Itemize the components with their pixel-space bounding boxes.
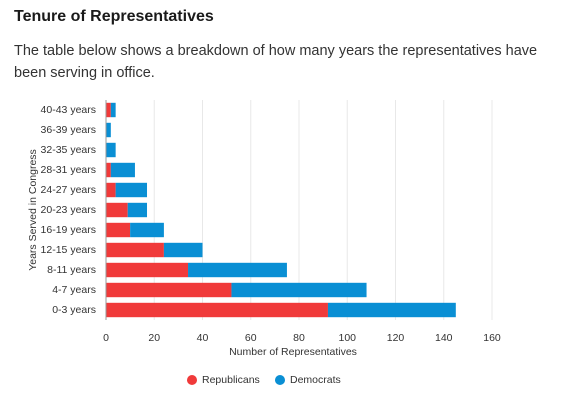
bar-segment (127, 202, 148, 218)
legend-label: Republicans (202, 374, 260, 386)
bar-segment (106, 242, 164, 258)
bar-segment (106, 142, 116, 158)
x-tick-label: 40 (197, 332, 209, 344)
bar-segment (231, 282, 367, 298)
x-tick-label: 0 (103, 332, 109, 344)
y-tick-label: 32-35 years (41, 144, 96, 156)
bar-segment (106, 222, 131, 238)
bar-segment (106, 122, 111, 138)
y-tick-label: 40-43 years (41, 104, 96, 116)
x-tick-label: 60 (245, 332, 257, 344)
bar-segment (110, 162, 135, 178)
y-tick-label: 28-31 years (41, 164, 96, 176)
bar-segment (106, 262, 189, 278)
y-tick-label: 0-3 years (52, 304, 96, 316)
y-tick-label: 12-15 years (41, 244, 96, 256)
x-tick-label: 100 (338, 332, 356, 344)
bar-segment (106, 282, 232, 298)
bar-segment (106, 202, 128, 218)
bar-segment (106, 182, 116, 198)
subtitle: The table below shows a breakdown of how… (14, 43, 538, 81)
y-tick-label: 24-27 years (41, 184, 96, 196)
title: Tenure of Representatives (14, 8, 214, 25)
bar-segment (110, 102, 116, 118)
y-tick-label: 20-23 years (41, 204, 96, 216)
y-tick-label: 16-19 years (41, 224, 96, 236)
x-tick-label: 160 (483, 332, 501, 344)
y-tick-label: 4-7 years (52, 284, 96, 296)
bar-segment (130, 222, 164, 238)
y-tick-label: 8-11 years (47, 264, 96, 276)
y-tick-label: 36-39 years (41, 124, 96, 136)
legend-marker (275, 375, 285, 385)
bar-segment (188, 262, 287, 278)
y-axis-label: Years Served in Congress (27, 149, 39, 271)
x-tick-label: 20 (148, 332, 160, 344)
bar-segment (115, 182, 148, 198)
x-axis-label: Number of Representatives (229, 346, 357, 358)
legend-marker (187, 375, 197, 385)
bar-segment (327, 302, 456, 318)
bar-segment (106, 102, 111, 118)
legend-label: Democrats (290, 374, 341, 386)
bar-segment (106, 302, 328, 318)
x-tick-label: 120 (387, 332, 405, 344)
bar-segment (163, 242, 203, 258)
x-tick-label: 140 (435, 332, 453, 344)
bar-segment (106, 162, 111, 178)
x-tick-label: 80 (293, 332, 305, 344)
